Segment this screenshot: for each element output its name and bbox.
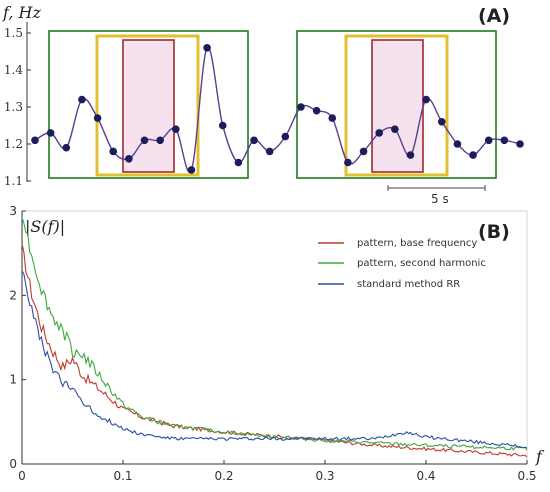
panel-a-data-point	[234, 158, 243, 167]
panel-a-pattern-boxes	[48, 30, 497, 179]
panel-b-y-ticks: 0 1 2 3	[9, 204, 26, 471]
panel-a-data-point	[500, 136, 509, 145]
panel-b-x-tick-label: 0.4	[416, 469, 435, 483]
panel-a-data-point	[187, 166, 196, 174]
panel-a-data-point	[31, 136, 39, 145]
panel-b-label: (B)	[478, 221, 510, 243]
panel-a-data-point	[109, 147, 118, 156]
panel-a: f, Hz (A) 1.1 1.2 1.3 1.4 1.5 5 s	[2, 3, 524, 206]
panel-b-series	[21, 217, 528, 458]
panel-a-data-point	[250, 136, 258, 145]
panel-a-ylabel: f, Hz	[2, 3, 41, 22]
panel-b: |S(f)| f (B) 0 1 2 3 0 0.1 0.2 0.3 0.4 0.5 patte…	[9, 204, 545, 483]
pattern-inner-box-1	[122, 39, 175, 173]
panel-a-data-points	[31, 44, 524, 174]
scale-bar: 5 s	[387, 185, 486, 206]
pattern-outer-box-2	[296, 30, 497, 179]
panel-a-data-point	[156, 136, 164, 145]
panel-a-data-point	[453, 140, 462, 148]
panel-a-data-point	[93, 114, 102, 122]
panel-a-y-tick-label: 1.4	[4, 63, 23, 77]
legend-label-standard-rr: standard method RR	[357, 279, 460, 290]
panel-b-x-tick-label: 0.5	[517, 469, 536, 483]
panel-b-legend: pattern, base frequency pattern, second …	[318, 238, 486, 290]
panel-b-x-tick-label: 0.1	[113, 469, 132, 483]
panel-a-data-point	[140, 136, 149, 145]
panel-a-data-point	[46, 129, 55, 137]
panel-a-y-tick-label: 1.3	[4, 100, 23, 114]
panel-a-data-point	[281, 132, 290, 141]
panel-a-data-point	[484, 136, 493, 145]
panel-b-x-tick-label: 0	[18, 469, 26, 483]
series-second-harmonic	[21, 217, 528, 451]
panel-a-data-point	[297, 103, 305, 111]
panel-a-data-point	[516, 140, 524, 148]
panel-b-xlabel: f	[535, 447, 545, 466]
series-base-frequency	[21, 243, 528, 458]
panel-a-y-tick-label: 1.2	[4, 137, 23, 151]
pattern-inner-box-2	[371, 39, 424, 173]
series-standard-rr	[21, 270, 528, 449]
panel-a-data-point	[469, 151, 477, 159]
panel-a-y-ticks: 1.1 1.2 1.3 1.4 1.5	[4, 26, 31, 188]
panel-a-data-point	[359, 147, 368, 156]
panel-a-data-point	[344, 158, 352, 167]
panel-b-x-tick-label: 0.3	[315, 469, 334, 483]
panel-a-data-point	[172, 125, 180, 133]
panel-a-data-point	[328, 114, 337, 122]
panel-a-data-point	[375, 129, 383, 137]
panel-a-data-point	[125, 155, 133, 163]
panel-a-data-point	[312, 106, 321, 115]
panel-a-data-point	[422, 95, 430, 104]
pattern-middle-box-1	[95, 34, 200, 177]
panel-a-data-point	[218, 121, 227, 130]
scale-bar-label: 5 s	[431, 192, 449, 206]
panel-a-y-tick-label: 1.1	[4, 174, 23, 188]
panel-b-y-tick-label: 2	[9, 288, 17, 302]
panel-a-data-point	[437, 118, 446, 126]
legend-label-second-harmonic: pattern, second harmonic	[357, 258, 486, 269]
legend-label-base-frequency: pattern, base frequency	[357, 238, 477, 249]
panel-a-data-point	[203, 44, 211, 52]
panel-b-y-tick-label: 0	[9, 457, 17, 471]
panel-a-data-point	[265, 147, 274, 156]
panel-b-x-tick-label: 0.2	[214, 469, 233, 483]
panel-a-label: (A)	[478, 5, 510, 27]
panel-b-x-ticks: 0 0.1 0.2 0.3 0.4 0.5	[18, 460, 537, 483]
panel-a-data-point	[78, 95, 86, 104]
panel-b-ylabel: |S(f)|	[25, 217, 65, 236]
panel-b-y-tick-label: 3	[9, 204, 17, 218]
pattern-middle-box-2	[344, 34, 449, 177]
panel-b-y-tick-label: 1	[9, 373, 17, 387]
panel-a-data-point	[62, 143, 71, 152]
pattern-outer-box-1	[48, 30, 249, 179]
panel-a-data-point	[391, 125, 399, 133]
panel-a-y-tick-label: 1.5	[4, 26, 23, 40]
panel-a-data-point	[406, 151, 415, 159]
